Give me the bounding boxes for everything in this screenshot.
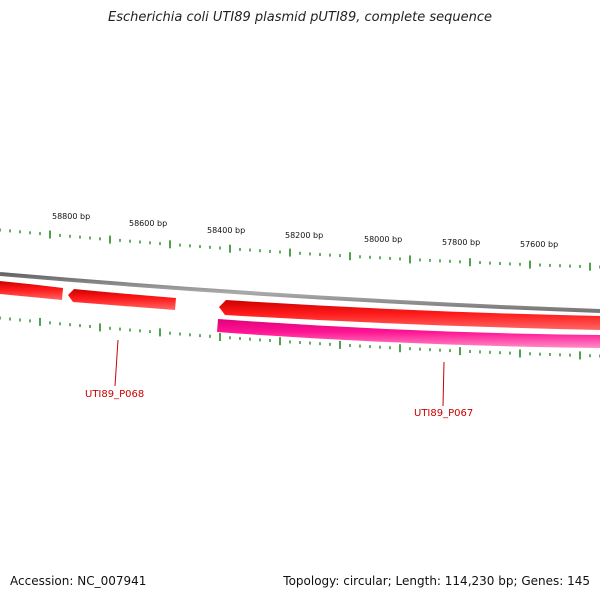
backbone-ring [0, 272, 600, 313]
tick-label: 58400 bp [207, 226, 245, 235]
tick-label: 57800 bp [442, 238, 480, 247]
tick-label: 57600 bp [520, 240, 558, 249]
gene-arrow-forward[interactable] [68, 289, 176, 310]
gene-arrow-forward[interactable] [0, 281, 63, 300]
inner-tick-row [0, 316, 600, 360]
outer-tick-row [0, 228, 600, 271]
gene-label-p068[interactable]: UTI89_P068 [85, 389, 144, 400]
tick-label: 58000 bp [364, 235, 402, 244]
gene-label-leader [442, 361, 445, 407]
gene-arrow-forward[interactable] [219, 300, 600, 330]
gene-label-p067[interactable]: UTI89_P067 [414, 408, 473, 419]
gene-label-leader [114, 339, 119, 387]
tick-label: 58800 bp [52, 212, 90, 221]
accession-text: Accession: NC_007941 [10, 574, 147, 588]
summary-text: Topology: circular; Length: 114,230 bp; … [283, 574, 590, 588]
gene-arrow-reverse[interactable] [217, 319, 600, 348]
tick-label: 58600 bp [129, 219, 167, 228]
map-title: Escherichia coli UTI89 plasmid pUTI89, c… [108, 10, 492, 25]
tick-label: 58200 bp [285, 231, 323, 240]
